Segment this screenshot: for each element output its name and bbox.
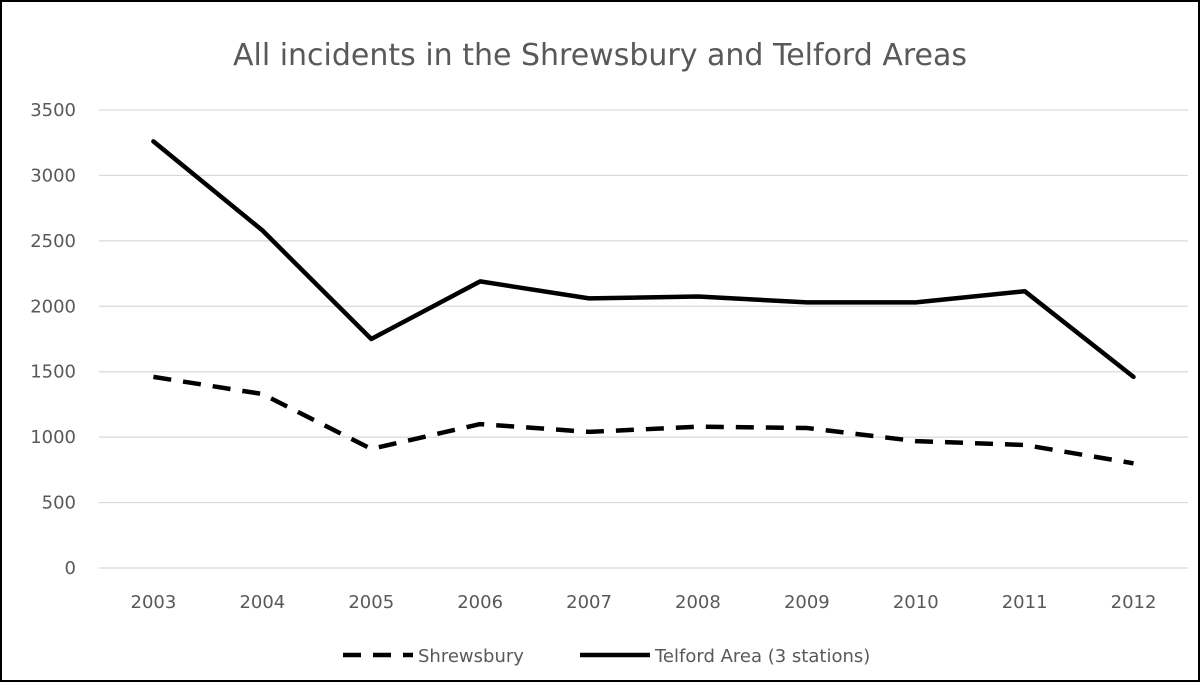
legend: Shrewsbury Telford Area (3 stations) <box>343 646 870 667</box>
series-line-telford-area-3-stations <box>151 139 1136 380</box>
y-tick-label: 2000 <box>30 296 76 317</box>
x-tick-label: 2006 <box>457 592 503 613</box>
gridlines <box>99 109 1188 569</box>
y-tick-label: 500 <box>42 493 76 514</box>
series-line-shrewsbury <box>153 374 1134 466</box>
legend-label: Shrewsbury <box>418 646 524 667</box>
x-axis-ticks: 2003 2004 2005 2006 2007 2008 2009 2010 2011 2012 <box>131 592 1157 613</box>
y-tick-label: 1000 <box>30 427 76 448</box>
y-axis-ticks: 0 500 1000 1500 2000 2500 3000 3500 <box>30 100 76 579</box>
y-tick-label: 2500 <box>30 231 76 252</box>
x-tick-label: 2010 <box>893 592 939 613</box>
x-tick-label: 2011 <box>1002 592 1048 613</box>
x-tick-label: 2007 <box>566 592 612 613</box>
y-tick-label: 1500 <box>30 362 76 383</box>
chart-title: All incidents in the Shrewsbury and Telf… <box>232 38 967 73</box>
series-lines <box>151 139 1136 466</box>
y-tick-label: 3500 <box>30 100 76 121</box>
x-tick-label: 2012 <box>1111 592 1157 613</box>
y-tick-label: 0 <box>65 558 76 579</box>
x-tick-label: 2009 <box>784 592 830 613</box>
legend-label: Telford Area (3 stations) <box>654 646 870 667</box>
x-tick-label: 2003 <box>131 592 177 613</box>
y-tick-label: 3000 <box>30 165 76 186</box>
x-tick-label: 2008 <box>675 592 721 613</box>
x-tick-label: 2004 <box>239 592 285 613</box>
x-tick-label: 2005 <box>348 592 394 613</box>
